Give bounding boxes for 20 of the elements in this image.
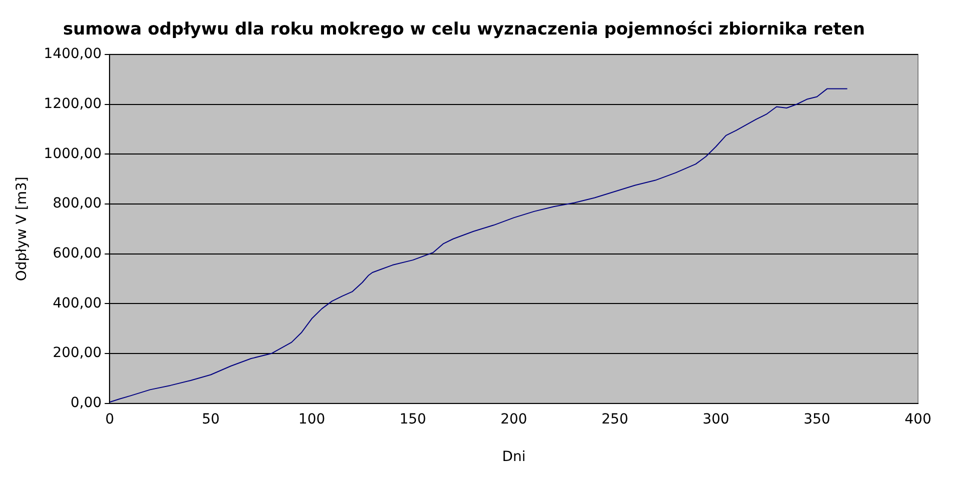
x-axis-title: Dni	[502, 449, 526, 466]
x-tick-label: 350	[804, 411, 830, 428]
x-tick-label: 0	[105, 411, 114, 428]
y-axis-title: Odpływ V [m3]	[14, 176, 30, 282]
y-tick-label: 1400,00	[44, 46, 102, 62]
x-tick-label: 150	[399, 411, 426, 428]
x-tick-label: 300	[702, 411, 730, 428]
x-tick-label: 400	[904, 411, 932, 428]
y-tick-label: 1200,00	[44, 96, 102, 112]
x-tick-label: 50	[202, 411, 220, 428]
x-tick-label: 250	[602, 411, 628, 428]
y-tick-label: 800,00	[52, 196, 102, 212]
y-tick-label: 600,00	[52, 245, 102, 262]
y-tick-label: 200,00	[52, 345, 102, 362]
x-tick-label: 100	[298, 411, 326, 428]
y-tick-label: 1000,00	[44, 146, 102, 162]
x-tick-label: 200	[500, 411, 528, 428]
y-tick-label: 0,00	[70, 395, 102, 412]
y-tick-label: 400,00	[52, 295, 102, 312]
chart-title: sumowa odpływu dla roku mokrego w celu wyznaczenia pojemności zbiornika reten	[62, 20, 866, 40]
